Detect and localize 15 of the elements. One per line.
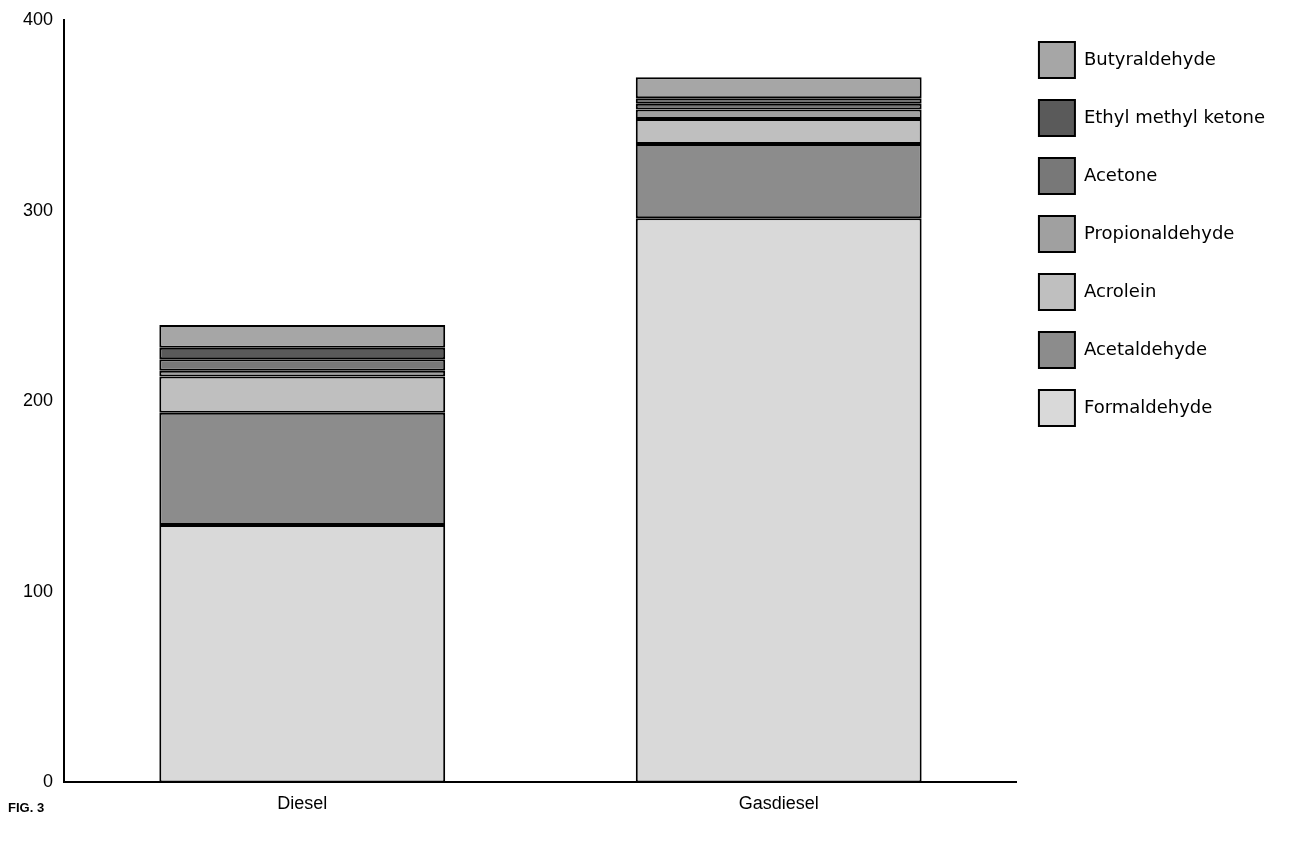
y-tick-label: 0 bbox=[43, 771, 54, 792]
legend-label: Acetone bbox=[1083, 163, 1158, 185]
legend-label: Acrolein bbox=[1083, 279, 1157, 301]
x-tick-label: Gasdiesel bbox=[738, 793, 819, 814]
legend-label: Ethyl methyl ketone bbox=[1083, 105, 1266, 127]
legend-label: Formaldehyde bbox=[1083, 395, 1213, 417]
caption: FIG. 3 bbox=[8, 800, 45, 815]
y-tick-label: 400 bbox=[22, 8, 54, 29]
legend-label: Propionaldehyde bbox=[1083, 221, 1235, 243]
legend-label: Butyraldehyde bbox=[1083, 47, 1216, 69]
y-tick-label: 300 bbox=[22, 199, 54, 220]
x-tick-label: Diesel bbox=[277, 793, 328, 814]
y-tick-label: 200 bbox=[22, 390, 54, 411]
legend-label: Acetaldehyde bbox=[1083, 337, 1208, 359]
y-tick-label: 100 bbox=[22, 580, 54, 601]
